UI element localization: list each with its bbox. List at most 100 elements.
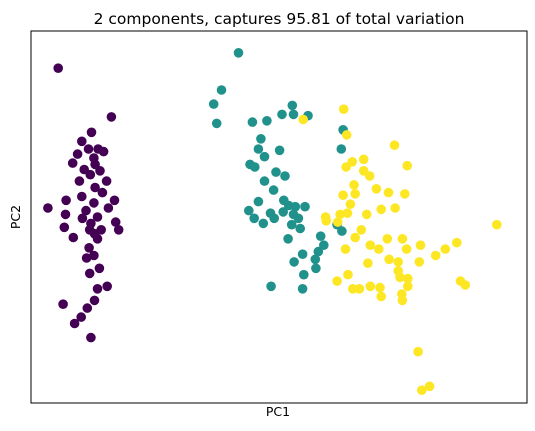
- scatter-point-s2-21: [259, 176, 270, 186]
- scatter-point-s3-33: [415, 240, 426, 250]
- scatter-point-s2-7: [277, 109, 287, 120]
- scatter-point-s1-36: [68, 232, 79, 243]
- scatter-point-s2-40: [283, 234, 293, 244]
- scatter-point-s3-47: [460, 280, 471, 290]
- scatter-point-s3-11: [349, 180, 359, 190]
- scatter-point-s1-13: [95, 166, 105, 176]
- scatter-point-s1-38: [84, 243, 94, 253]
- scatter-point-s3-48: [348, 284, 358, 294]
- scatter-point-s1-20: [89, 198, 99, 208]
- scatter-point-s2-20: [280, 171, 290, 181]
- scatter-point-s3-10: [364, 171, 375, 181]
- scatter-point-s3-52: [395, 272, 405, 283]
- scatter-point-s3-58: [417, 385, 427, 396]
- scatter-point-s3-49: [354, 284, 365, 294]
- scatter-point-s1-40: [81, 253, 92, 263]
- scatter-point-s3-13: [350, 189, 361, 199]
- scatter-point-s3-16: [400, 189, 410, 199]
- scatter-point-s3-30: [397, 234, 408, 244]
- scatter-point-s2-1: [233, 48, 244, 58]
- scatter-point-s2-26: [290, 201, 301, 212]
- scatter-point-s1-25: [43, 203, 53, 213]
- scatter-point-s3-55: [403, 281, 413, 292]
- scatter-point-s2-5: [247, 117, 258, 127]
- scatter-point-s1-24: [109, 195, 120, 206]
- scatter-point-s2-6: [262, 116, 272, 126]
- scatter-point-s3-50: [365, 281, 376, 292]
- scatter-point-s1-23: [61, 195, 71, 206]
- scatter-point-s3-24: [332, 217, 343, 227]
- scatter-point-s1-45: [89, 295, 100, 306]
- scatter-point-s1-35: [59, 222, 70, 233]
- scatter-point-s3-34: [452, 237, 462, 248]
- scatter-point-s3-59: [424, 381, 435, 392]
- scatter-point-s3-40: [414, 257, 425, 267]
- plot-area: [30, 30, 528, 404]
- scatter-point-s3-51: [375, 282, 385, 293]
- scatter-point-s2-22: [268, 185, 279, 195]
- scatter-point-s2-28: [244, 205, 254, 216]
- scatter-point-s1-19: [77, 191, 87, 202]
- scatter-point-s2-18: [336, 144, 347, 154]
- scatter-point-s3-9: [341, 162, 351, 172]
- scatter-point-s1-4: [77, 136, 87, 147]
- scatter-point-s1-47: [58, 299, 68, 310]
- scatter-point-s3-8: [402, 160, 413, 171]
- scatter-point-s1-7: [83, 144, 94, 154]
- scatter-point-s1-22: [81, 205, 91, 216]
- scatter-point-s2-27: [300, 201, 310, 212]
- scatter-point-s2-2: [216, 85, 227, 95]
- scatter-point-s2-49: [297, 284, 308, 294]
- scatter-point-s1-26: [60, 209, 71, 220]
- scatter-point-s3-32: [340, 244, 351, 254]
- scatter-point-s1-18: [97, 187, 108, 198]
- scatter-point-s1-30: [110, 217, 121, 227]
- scatter-point-s1-6: [72, 149, 83, 159]
- scatter-point-s1-10: [67, 158, 78, 168]
- scatter-point-s1-48: [76, 312, 86, 322]
- scatter-point-s3-15: [338, 190, 348, 200]
- scatter-point-s3-60: [397, 295, 408, 306]
- scatter-point-s2-41: [319, 240, 329, 250]
- scatter-point-s3-25: [361, 209, 372, 220]
- scatter-point-s2-36: [286, 219, 297, 230]
- scatter-point-s1-21: [103, 203, 114, 213]
- scatter-point-s2-30: [278, 207, 289, 217]
- scatter-point-s1-33: [113, 225, 124, 235]
- scatter-point-s1-17: [90, 182, 100, 193]
- scatter-point-s1-41: [94, 263, 105, 274]
- scatter-point-s3-36: [374, 244, 384, 254]
- scatter-point-s2-17: [250, 162, 260, 172]
- scatter-point-s3-35: [401, 244, 412, 254]
- scatter-point-s3-12: [371, 184, 382, 194]
- scatter-point-s2-44: [297, 249, 308, 259]
- scatter-point-s3-57: [413, 346, 423, 357]
- scatter-point-s2-3: [208, 99, 219, 109]
- scatter-point-s2-45: [310, 254, 321, 265]
- scatter-point-s2-50: [266, 281, 276, 292]
- scatter-point-s2-19: [271, 167, 281, 177]
- scatter-point-s2-8: [287, 100, 298, 111]
- scatter-point-s3-41: [393, 257, 404, 267]
- scatter-point-s2-48: [299, 269, 309, 280]
- scatter-point-s3-44: [343, 269, 353, 280]
- scatter-point-s1-44: [92, 284, 103, 294]
- scatter-point-s1-14: [85, 169, 96, 180]
- x-axis-label: PC1: [266, 404, 290, 419]
- scatter-point-s1-1: [53, 63, 63, 73]
- scatter-point-s1-8: [98, 146, 109, 157]
- scatter-point-s3-53: [403, 273, 413, 284]
- scatter-point-s2-47: [311, 263, 321, 274]
- scatter-point-s3-39: [384, 254, 394, 265]
- scatter-point-s1-46: [82, 303, 93, 313]
- scatter-point-s2-43: [313, 246, 324, 257]
- scatter-point-s1-49: [86, 332, 96, 343]
- scatter-point-s2-46: [289, 257, 299, 267]
- scatter-point-s3-54: [376, 291, 387, 302]
- scatter-point-s3-23: [321, 216, 332, 226]
- scatter-point-s1-2: [106, 112, 117, 122]
- scatter-point-s3-31: [365, 240, 376, 250]
- scatter-point-s2-32: [249, 213, 259, 224]
- scatter-point-s1-27: [77, 213, 88, 224]
- scatter-point-s2-35: [258, 218, 269, 229]
